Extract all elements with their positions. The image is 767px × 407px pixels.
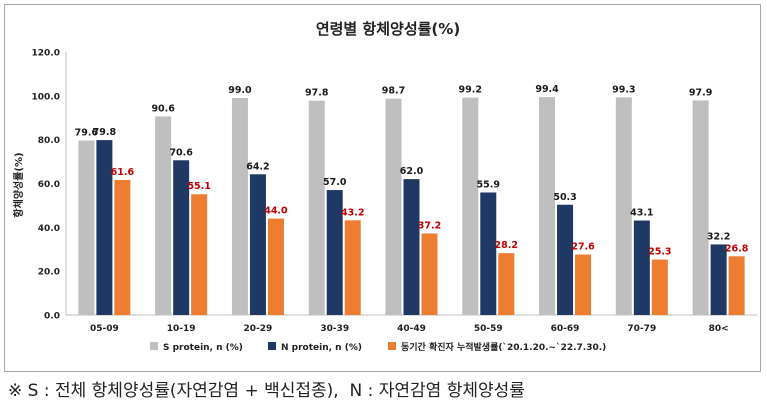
bar <box>462 97 479 315</box>
bar <box>249 174 266 315</box>
data-label: 90.6 <box>151 103 175 114</box>
data-label: 61.6 <box>111 167 135 178</box>
data-label: 79.8 <box>93 127 117 138</box>
bar <box>344 220 361 315</box>
bar <box>539 97 556 315</box>
legend-label: 동기간 확진자 누적발생률(`20.1.20.~`22.7.30.) <box>401 341 606 353</box>
bar <box>633 220 650 315</box>
legend-label: N protein, n (%) <box>281 343 362 353</box>
y-tick-label: 20.0 <box>38 268 60 278</box>
data-label: 99.3 <box>612 84 635 95</box>
x-tick-label: 60-69 <box>551 324 580 334</box>
legend-swatch <box>388 342 396 350</box>
x-tick-label: 30-39 <box>320 324 349 334</box>
data-label: 43.1 <box>630 208 653 219</box>
data-label: 99.2 <box>459 85 482 96</box>
data-label: 43.2 <box>341 207 364 218</box>
bar <box>651 259 668 315</box>
bar <box>557 204 574 315</box>
data-label: 50.3 <box>553 192 576 203</box>
bar <box>191 194 208 315</box>
bar <box>173 160 190 315</box>
data-label: 64.2 <box>246 161 269 172</box>
bar <box>615 97 632 316</box>
x-tick-label: 50-59 <box>474 324 503 334</box>
data-label: 28.2 <box>495 240 518 251</box>
y-tick-label: 100.0 <box>32 92 60 102</box>
bar <box>267 218 284 315</box>
legend: S protein, n (%) N protein, n (%) 동기간 확진자 … <box>150 341 606 353</box>
legend-label: S protein, n (%) <box>163 343 243 353</box>
data-label: 37.2 <box>418 220 441 231</box>
data-label: 57.0 <box>323 177 347 188</box>
data-label: 27.6 <box>571 242 595 253</box>
bar <box>480 192 497 315</box>
bar <box>421 233 438 315</box>
data-label: 55.1 <box>187 181 210 192</box>
data-label: 32.2 <box>707 231 730 242</box>
data-label: 70.6 <box>169 147 193 158</box>
bar <box>710 244 727 315</box>
legend-swatch <box>150 342 158 350</box>
bar <box>403 179 420 315</box>
x-tick-label: 80< <box>709 324 729 334</box>
bar <box>498 253 515 315</box>
data-label: 79.6 <box>75 128 99 139</box>
x-tick-label: 20-29 <box>244 324 273 334</box>
plot-area: 0.0 20.0 40.0 60.0 80.0 100.0 120.0 79.679.8 61.… <box>32 49 757 334</box>
bar <box>692 100 709 315</box>
bar <box>385 98 402 316</box>
data-label: 44.0 <box>264 206 288 217</box>
bar <box>575 254 592 315</box>
y-tick-label: 80.0 <box>38 136 60 146</box>
legend-swatch <box>268 342 276 350</box>
data-label: 98.7 <box>382 86 405 97</box>
y-tick-label: 0.0 <box>44 312 60 322</box>
data-label: 97.9 <box>689 87 712 98</box>
bar <box>231 98 248 316</box>
x-tick-label: 05-09 <box>90 324 119 334</box>
bar <box>728 256 745 315</box>
data-label: 25.3 <box>648 247 671 258</box>
chart-svg: 연령별 항체양성률(%) 항체양성률(%) 0.0 20.0 40.0 60.0 80.… <box>12 20 757 353</box>
data-label: 62.0 <box>400 166 424 177</box>
y-tick-label: 60.0 <box>38 180 60 190</box>
x-tick-label: 10-19 <box>167 324 196 334</box>
y-axis-label: 항체양성률(%) <box>12 152 25 217</box>
data-label: 97.8 <box>305 88 329 99</box>
bar <box>155 116 172 315</box>
bar <box>326 190 343 315</box>
bar <box>96 140 113 315</box>
data-label: 26.8 <box>725 243 749 254</box>
y-tick-label: 120.0 <box>32 49 60 59</box>
bar <box>78 140 95 315</box>
chart-title: 연령별 항체양성률(%) <box>316 20 460 38</box>
footnote: ※ S : 전체 항체양성률(자연감염 + 백신접종), N : 자연감염 항체… <box>8 381 525 401</box>
bar <box>308 100 325 315</box>
x-tick-label: 40-49 <box>397 324 426 334</box>
x-tick-label: 70-79 <box>627 324 656 334</box>
data-label: 99.4 <box>535 84 559 95</box>
bar <box>114 179 131 315</box>
data-label: 55.9 <box>477 179 500 190</box>
y-tick-label: 40.0 <box>38 224 60 234</box>
data-label: 99.0 <box>228 85 252 96</box>
